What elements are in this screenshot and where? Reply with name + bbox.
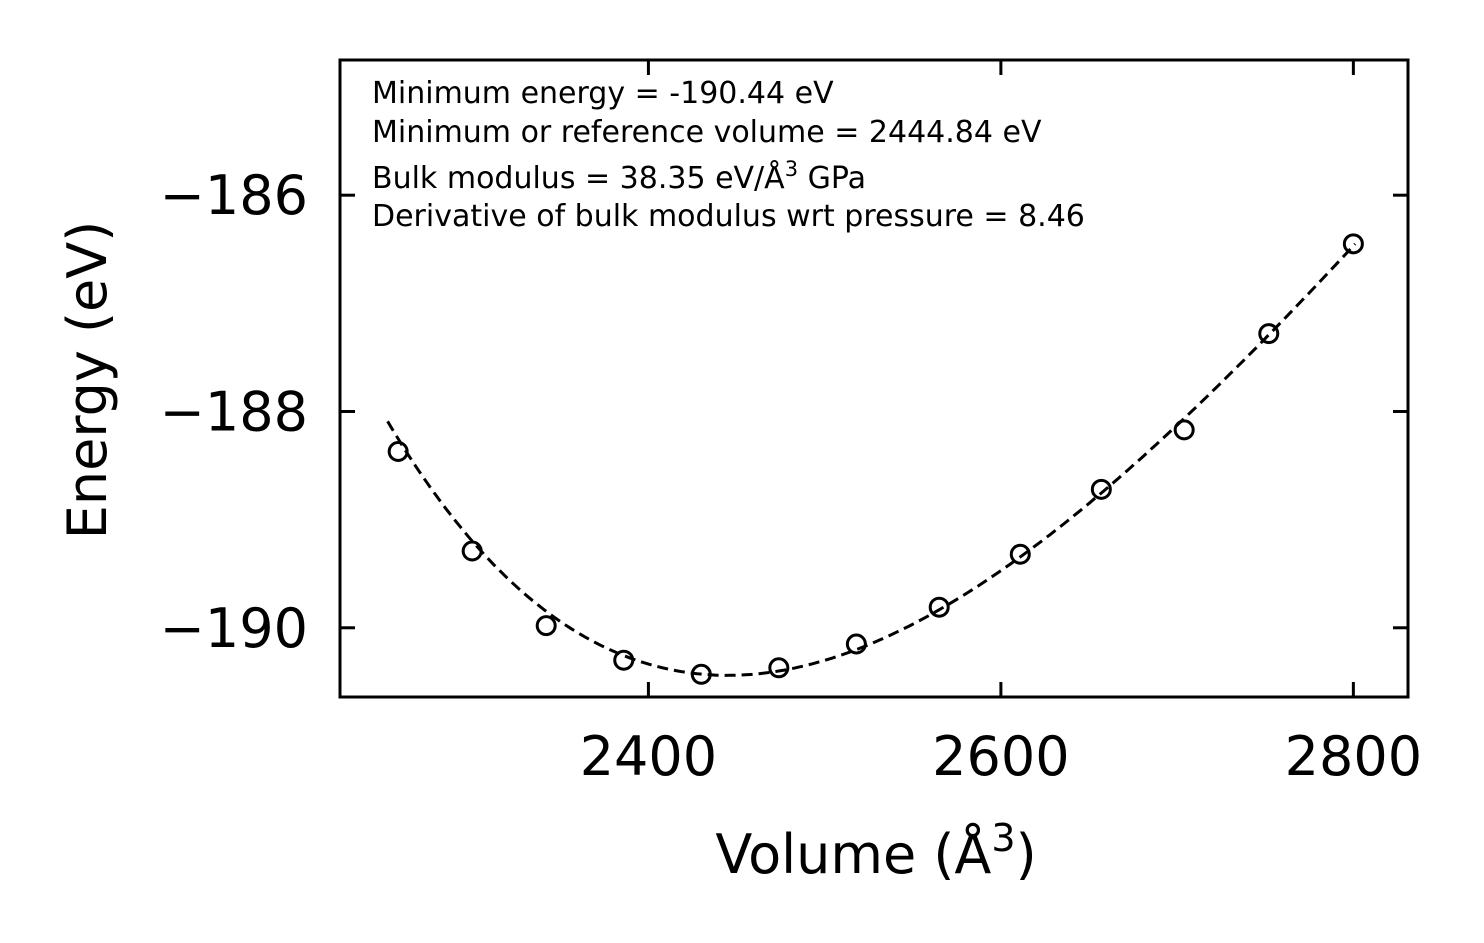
data-point	[535, 615, 557, 637]
x-axis-ticks: 2400 2600 2800	[580, 60, 1422, 788]
data-point	[613, 649, 635, 671]
data-points	[387, 233, 1364, 685]
annotation-bulk-modulus-derivative: Derivative of bulk modulus wrt pressure …	[372, 199, 1085, 234]
data-point	[461, 540, 483, 562]
data-point	[387, 441, 409, 463]
plot-frame	[338, 58, 1410, 699]
data-point	[845, 633, 867, 655]
data-point	[1009, 543, 1031, 565]
x-axis-label: Volume (Å3)	[715, 816, 1036, 886]
y-tick-label: −186	[160, 164, 308, 227]
annotation-bulk-modulus: Bulk modulus = 38.35 eV/Å3 GPa	[372, 157, 866, 196]
y-axis-ticks: −186 −188 −190	[160, 164, 1408, 660]
data-point	[1173, 419, 1195, 441]
x-tick-label: 2600	[932, 725, 1069, 788]
y-tick-label: −188	[160, 380, 308, 443]
annotation-min-energy: Minimum energy = -190.44 eV	[372, 76, 834, 111]
x-tick-label: 2800	[1285, 725, 1422, 788]
data-point	[768, 657, 790, 679]
data-point	[1090, 478, 1112, 500]
fit-layer	[386, 242, 1357, 677]
data-point	[1342, 233, 1364, 255]
fit-curve	[386, 242, 1357, 677]
data-point	[1258, 323, 1280, 345]
data-point	[928, 596, 950, 618]
x-tick-label: 2400	[580, 725, 717, 788]
y-axis-label: Energy (eV)	[56, 221, 119, 540]
annotation-reference-volume: Minimum or reference volume = 2444.84 eV	[372, 115, 1042, 150]
data-point	[690, 663, 712, 685]
y-tick-label: −190	[160, 597, 308, 660]
